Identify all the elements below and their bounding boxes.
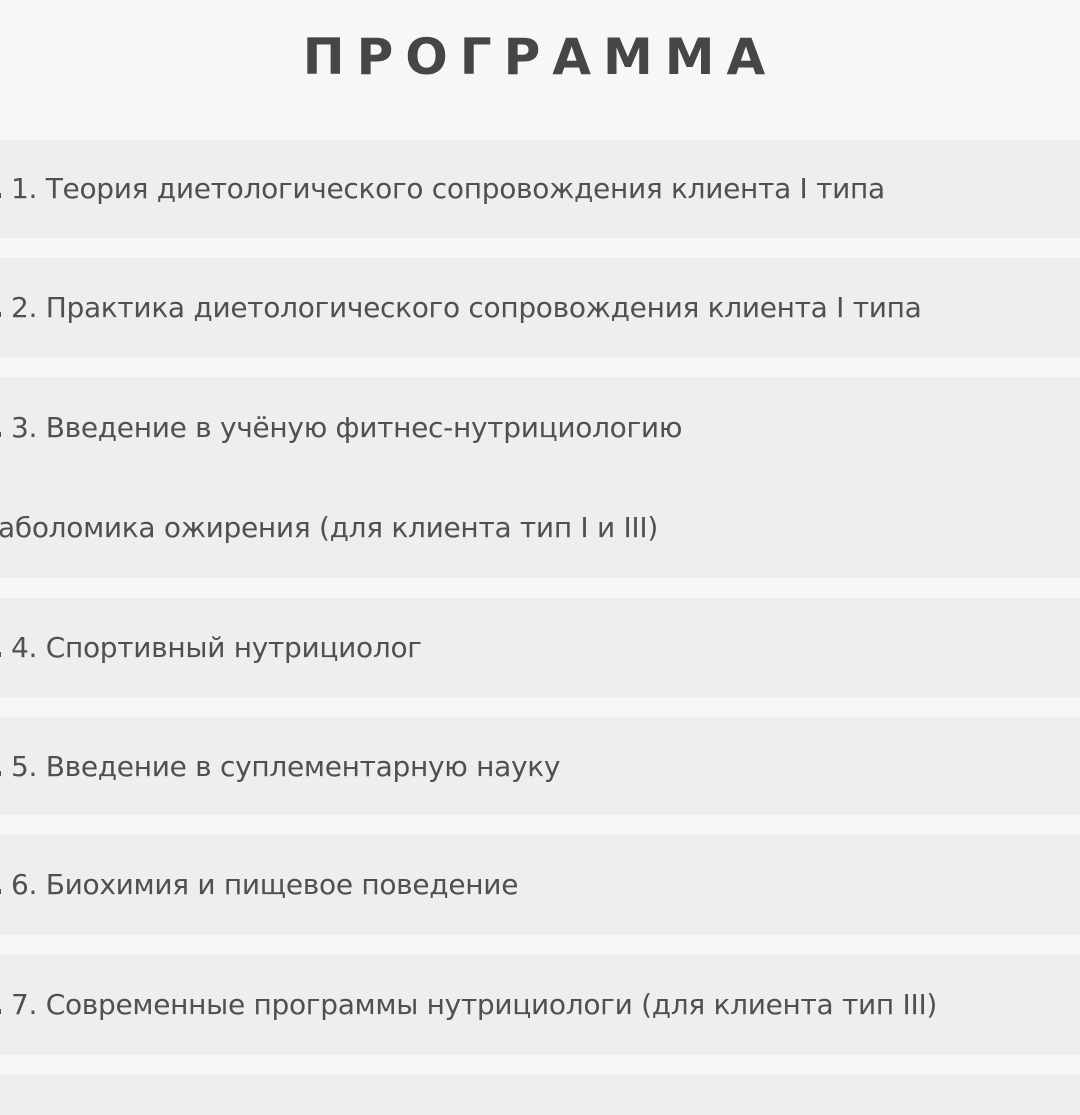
module-title: 4. Спортивный нутрициолог [11, 631, 422, 664]
bullet-fragment [0, 312, 1, 317]
module-item-1[interactable]: 1. Теория диетологического сопровождения… [0, 140, 1080, 238]
bullet-fragment [0, 652, 1, 657]
module-item-6[interactable]: 6. Биохимия и пищевое поведение [0, 835, 1080, 935]
module-title: 6. Биохимия и пищевое поведение [11, 868, 519, 901]
page-title: ПРОГРАММА [302, 28, 778, 86]
bullet-fragment [0, 889, 1, 894]
bullet-fragment [0, 1009, 1, 1014]
module-title: 3. Введение в учёную фитнес-нутрициологи… [11, 411, 683, 444]
bullet-fragment [0, 771, 1, 776]
bullet-fragment [0, 193, 1, 198]
module-title: 5. Введение в суплементарную науку [11, 750, 561, 783]
module-item-2[interactable]: 2. Практика диетологического сопровожден… [0, 258, 1080, 357]
module-title: 1. Теория диетологического сопровождения… [11, 172, 885, 205]
module-item-3[interactable]: 3. Введение в учёную фитнес-нутрициологи… [0, 377, 1080, 578]
module-item-next[interactable] [0, 1075, 1080, 1115]
module-title: 7. Современные программы нутрициологи (д… [11, 988, 938, 1021]
module-title: 2. Практика диетологического сопровожден… [11, 291, 922, 324]
bullet-fragment [0, 432, 1, 437]
module-item-7[interactable]: 7. Современные программы нутрициологи (д… [0, 955, 1080, 1055]
module-item-4[interactable]: 4. Спортивный нутрициолог [0, 598, 1080, 697]
module-subtitle: аболомика ожирения (для клиента тип I и … [0, 511, 658, 544]
module-item-5[interactable]: 5. Введение в суплементарную науку [0, 717, 1080, 815]
